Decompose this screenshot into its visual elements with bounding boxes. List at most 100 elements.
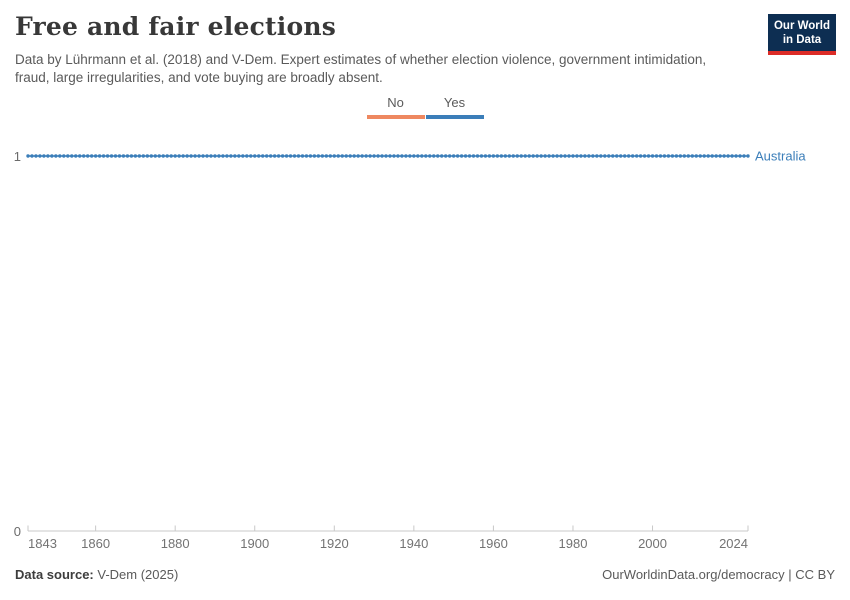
- series-point[interactable]: [149, 154, 154, 158]
- series-point[interactable]: [440, 154, 444, 158]
- series-point[interactable]: [487, 154, 492, 158]
- series-point[interactable]: [356, 154, 360, 158]
- series-point[interactable]: [388, 154, 392, 158]
- series-point[interactable]: [551, 154, 555, 158]
- series-point[interactable]: [105, 154, 110, 158]
- series-point[interactable]: [380, 154, 384, 158]
- series-point[interactable]: [336, 154, 340, 158]
- legend-item-yes[interactable]: Yes: [425, 95, 484, 119]
- series-point[interactable]: [511, 154, 515, 158]
- series-point[interactable]: [400, 154, 404, 158]
- series-point[interactable]: [674, 154, 679, 158]
- series-point[interactable]: [722, 154, 726, 158]
- series-point[interactable]: [157, 154, 161, 158]
- series-point[interactable]: [296, 154, 301, 158]
- series-point[interactable]: [197, 154, 201, 158]
- series-point[interactable]: [571, 154, 575, 158]
- series-point[interactable]: [622, 154, 627, 158]
- owid-logo[interactable]: Our World in Data: [768, 14, 836, 56]
- series-point[interactable]: [412, 154, 416, 158]
- series-point[interactable]: [173, 154, 177, 158]
- series-point[interactable]: [682, 154, 687, 158]
- series-point[interactable]: [205, 154, 209, 158]
- series-point[interactable]: [372, 154, 376, 158]
- series-point[interactable]: [416, 154, 420, 158]
- series-point[interactable]: [141, 154, 146, 158]
- series-point[interactable]: [340, 154, 344, 158]
- series-point[interactable]: [74, 154, 78, 158]
- series-point[interactable]: [428, 154, 432, 158]
- series-point[interactable]: [169, 154, 173, 158]
- series-point[interactable]: [113, 154, 118, 158]
- series-point[interactable]: [491, 154, 496, 158]
- series-point[interactable]: [26, 154, 30, 158]
- series-point[interactable]: [698, 154, 702, 158]
- series-point[interactable]: [710, 154, 714, 158]
- series-point[interactable]: [328, 154, 333, 158]
- series-point[interactable]: [615, 154, 619, 158]
- series-point[interactable]: [436, 154, 440, 158]
- series-point[interactable]: [276, 154, 281, 158]
- series-point[interactable]: [666, 154, 671, 158]
- series-point[interactable]: [177, 154, 181, 158]
- series-point[interactable]: [591, 154, 595, 158]
- series-point[interactable]: [241, 154, 245, 158]
- series-point[interactable]: [626, 154, 631, 158]
- series-point[interactable]: [189, 154, 193, 158]
- series-point[interactable]: [284, 154, 289, 158]
- series-point[interactable]: [137, 154, 142, 158]
- series-point[interactable]: [559, 154, 563, 158]
- series-point[interactable]: [404, 154, 408, 158]
- series-point[interactable]: [718, 154, 722, 158]
- series-point[interactable]: [161, 154, 165, 158]
- series-point[interactable]: [599, 154, 603, 158]
- series-point[interactable]: [237, 154, 241, 158]
- series-point[interactable]: [483, 154, 488, 158]
- series-point[interactable]: [567, 154, 571, 158]
- series-point[interactable]: [507, 154, 512, 158]
- series-point[interactable]: [344, 154, 348, 158]
- series-point[interactable]: [46, 154, 50, 158]
- series-point[interactable]: [145, 154, 150, 158]
- series-point[interactable]: [249, 154, 253, 158]
- series-point[interactable]: [535, 154, 539, 158]
- series-point[interactable]: [420, 154, 424, 158]
- series-point[interactable]: [694, 154, 698, 158]
- series-point[interactable]: [376, 154, 380, 158]
- series-point[interactable]: [253, 154, 257, 158]
- series-point[interactable]: [101, 154, 106, 158]
- series-point[interactable]: [368, 154, 372, 158]
- series-point[interactable]: [201, 154, 205, 158]
- series-point[interactable]: [650, 154, 655, 158]
- series-point[interactable]: [392, 154, 396, 158]
- series-point[interactable]: [646, 154, 651, 158]
- series-point[interactable]: [70, 154, 74, 158]
- series-point[interactable]: [30, 154, 34, 158]
- series-point[interactable]: [515, 154, 519, 158]
- series-point[interactable]: [638, 154, 643, 158]
- series-point[interactable]: [109, 154, 114, 158]
- series-point[interactable]: [619, 154, 623, 158]
- series-point[interactable]: [738, 154, 742, 158]
- series-point[interactable]: [583, 154, 587, 158]
- series-point[interactable]: [292, 154, 297, 158]
- series-point[interactable]: [634, 154, 639, 158]
- series-point[interactable]: [471, 154, 476, 158]
- series-point[interactable]: [503, 154, 508, 158]
- series-point[interactable]: [181, 154, 185, 158]
- series-point[interactable]: [54, 154, 58, 158]
- series-point[interactable]: [746, 154, 750, 158]
- series-point[interactable]: [495, 154, 500, 158]
- series-point[interactable]: [726, 154, 730, 158]
- series-point[interactable]: [348, 154, 352, 158]
- series-point[interactable]: [50, 154, 54, 158]
- series-point[interactable]: [654, 154, 659, 158]
- series-point[interactable]: [133, 154, 138, 158]
- series-point[interactable]: [364, 154, 368, 158]
- series-point[interactable]: [93, 154, 98, 158]
- series-point[interactable]: [153, 154, 157, 158]
- series-point[interactable]: [121, 154, 126, 158]
- series-point[interactable]: [547, 154, 551, 158]
- series-point[interactable]: [443, 154, 448, 158]
- series-point[interactable]: [97, 154, 102, 158]
